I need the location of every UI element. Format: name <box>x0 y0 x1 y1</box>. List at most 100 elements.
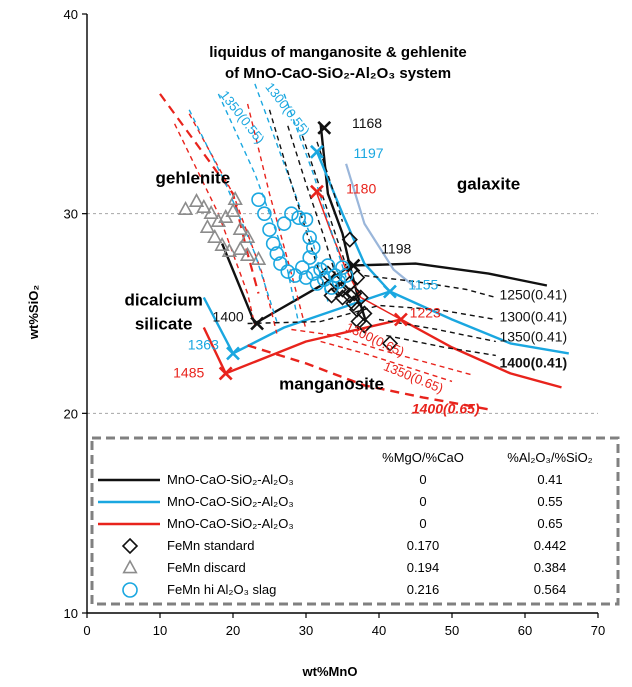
legend-al2o3-sio2-0: 0.41 <box>537 472 562 487</box>
data-points <box>177 191 399 352</box>
temp-label-1400: 1400 <box>213 308 244 324</box>
x-tick-label-10: 10 <box>153 623 167 638</box>
diamond-point-14 <box>356 317 373 334</box>
temp-label-1363: 1363 <box>188 336 219 352</box>
x-tick-label-50: 50 <box>445 623 459 638</box>
temp-label-1155: 1155 <box>408 277 438 293</box>
legend-label-1: MnO-CaO-SiO₂-Al₂O₃ <box>167 494 294 509</box>
y-tick-label-40: 40 <box>64 7 78 22</box>
y-tick-label-30: 30 <box>64 207 78 222</box>
diamond-point-11 <box>330 281 347 298</box>
legend-label-2: MnO-CaO-SiO₂-Al₂O₃ <box>167 516 294 531</box>
circle-point-10 <box>302 230 317 245</box>
triangle-point-10 <box>207 228 223 243</box>
legend-swatch-3 <box>121 537 139 555</box>
circle-point-26 <box>298 270 314 285</box>
y-axis-label: wt%SiO₂ <box>26 285 41 340</box>
phase-label-dicalcium: dicalcium <box>124 291 202 310</box>
temp-label-1180: 1180 <box>346 181 376 197</box>
legend-mgo-cao-2: 0 <box>419 516 426 531</box>
legend-mgo-cao-5: 0.216 <box>407 582 440 597</box>
legend-box <box>90 436 620 606</box>
x-markers <box>218 120 408 381</box>
temp-label-1197: 1197 <box>353 145 383 161</box>
legend-mgo-cao-4: 0.194 <box>407 560 440 575</box>
triangle-point-15 <box>250 250 267 265</box>
line-black-dashed-22 <box>287 125 336 274</box>
line-blue-dashed-20 <box>283 93 347 278</box>
line-black-dashed-26 <box>247 304 496 325</box>
diamond-point-12 <box>323 287 340 304</box>
temp-label-1168: 1168 <box>352 115 382 131</box>
x-marker-black-3 <box>346 258 361 273</box>
x-tick-label-0: 0 <box>83 623 90 638</box>
circle-point-17 <box>313 262 328 277</box>
triangle-point-4 <box>210 212 227 228</box>
circle-point-14 <box>295 260 310 275</box>
circle-point-6 <box>276 216 292 231</box>
line-black-dashed-24 <box>316 141 344 222</box>
triangle-point-7 <box>232 220 248 235</box>
triangle-point-13 <box>232 240 248 255</box>
circle-point-4 <box>269 246 285 261</box>
line-red-dashed-15 <box>291 328 475 377</box>
temp-label-1250(0.41): 1250(0.41) <box>499 287 567 303</box>
legend: %MgO/%CaO %Al₂O₃/%SiO₂ MnO-CaO-SiO₂-Al₂O… <box>90 436 620 606</box>
circle-point-13 <box>287 268 303 283</box>
line-blue-dashed-18 <box>217 93 300 324</box>
triangle-point-3 <box>203 204 219 220</box>
line-lightblue-solid-8 <box>345 163 417 289</box>
diamond-point-16 <box>350 313 367 330</box>
legend-al2o3-sio2-3: 0.442 <box>534 538 567 553</box>
diamond-point-0 <box>319 265 337 282</box>
line-red-dashed-16 <box>320 340 453 383</box>
line-black-dashed-21 <box>268 109 325 288</box>
chart-title-line-1: liquidus of manganosite & gehlenite <box>209 44 467 61</box>
circle-point-12 <box>280 264 296 279</box>
triangle-point-14 <box>239 246 256 261</box>
legend-mgo-cao-1: 0 <box>419 494 426 509</box>
line-red-solid-6 <box>400 318 562 389</box>
x-tick-label-40: 40 <box>372 623 386 638</box>
legend-mgo-cao-3: 0.170 <box>407 538 440 553</box>
circle-point-8 <box>291 210 307 225</box>
diamond-point-6 <box>352 289 369 306</box>
circle-point-23 <box>335 260 350 275</box>
legend-al2o3-sio2-4: 0.384 <box>534 560 567 575</box>
phase-label-manganosite: manganosite <box>279 374 384 393</box>
line-blue-dashed-17 <box>188 109 278 322</box>
triangle-point-11 <box>214 236 230 251</box>
temp-label-1400(0.65): 1400(0.65) <box>412 400 480 416</box>
legend-header-mgo-cao: %MgO/%CaO <box>382 450 464 465</box>
diamond-point-13 <box>341 231 358 248</box>
grid-layer <box>87 213 598 414</box>
y-tick-label-20: 20 <box>64 406 78 421</box>
circle-point-11 <box>305 240 321 255</box>
line-blue-solid-4 <box>389 290 570 355</box>
diamond-point-15 <box>381 335 399 352</box>
legend-header-al2o3-sio2: %Al₂O₃/%SiO₂ <box>507 450 592 465</box>
circle-point-15 <box>302 250 317 265</box>
line-blue-dashed-19 <box>254 83 329 302</box>
legend-al2o3-sio2-2: 0.65 <box>537 516 562 531</box>
x-axis-label: wt%MnO <box>302 664 358 679</box>
legend-swatch-4 <box>122 559 138 574</box>
x-marker-red-2 <box>310 184 324 199</box>
circle-point-7 <box>284 206 299 221</box>
line-red-dashed-14 <box>246 103 307 330</box>
axes: liquidus of manganosite & gehlenite of M… <box>26 7 605 679</box>
line-red-solid-9 <box>316 193 402 321</box>
line-black-dashed-25 <box>364 274 496 299</box>
diamond-point-17 <box>346 285 363 302</box>
circle-point-2 <box>262 222 277 237</box>
circle-point-16 <box>305 266 321 281</box>
triangle-point-8 <box>239 228 256 243</box>
legend-label-3: FeMn standard <box>167 538 254 553</box>
triangle-point-0 <box>177 201 194 216</box>
line-red-dashed-12 <box>173 123 256 326</box>
phase-label-gehlenite: gehlenite <box>156 169 231 188</box>
triangle-point-16 <box>227 191 243 206</box>
temp-label-1223: 1223 <box>410 304 441 320</box>
line-black-dashed-28 <box>386 334 496 357</box>
